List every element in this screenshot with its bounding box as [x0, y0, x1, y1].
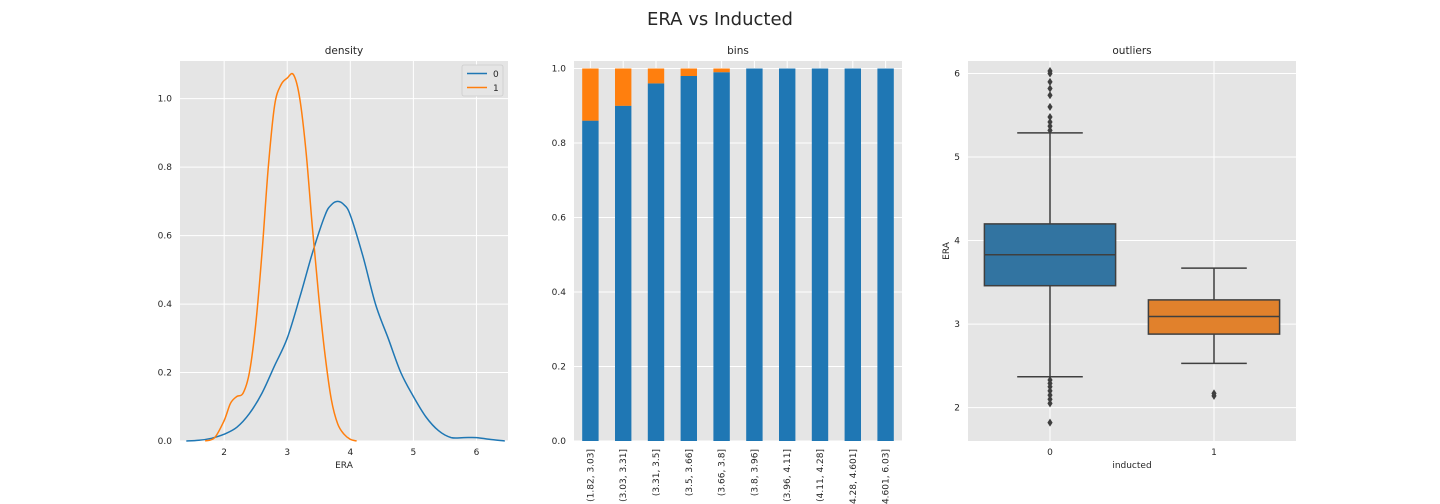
bins-xtick-label: (3.31, 3.5] — [652, 449, 662, 496]
bins-panel: 0.0 0.2 0.4 0.6 0.8 1.0 (1.82, 3.03] (3.03, 3.3… — [552, 45, 902, 504]
bins-bar-0 — [615, 105, 632, 441]
bins-xtick-label: (3.66, 3.8] — [718, 449, 728, 496]
density-xtick-label: 2 — [221, 448, 227, 458]
density-xtick-label: 5 — [411, 448, 417, 458]
bins-xtick-label: (3.03, 3.31] — [619, 449, 629, 502]
bins-title: bins — [727, 45, 749, 57]
bins-bar-1 — [615, 68, 632, 106]
outliers-ytick-label: 5 — [954, 153, 960, 163]
density-lines — [186, 72, 505, 442]
bins-ytick-label: 0.8 — [552, 139, 567, 149]
box-0-outlier — [1047, 386, 1053, 395]
bins-ytick-label: 0.0 — [552, 437, 567, 447]
density-xlabel: ERA — [335, 461, 354, 471]
density-legend: 0 1 — [461, 64, 504, 97]
outliers-xtick-label: 0 — [1047, 448, 1053, 458]
density-line-0 — [186, 200, 505, 442]
bins-bar-1 — [713, 68, 730, 73]
outliers-title: outliers — [1112, 45, 1151, 57]
density-ytick-label: 0.2 — [158, 369, 172, 379]
outliers-ytick-label: 2 — [954, 404, 960, 414]
density-xtick-label: 3 — [284, 448, 290, 458]
bins-ytick-label: 1.0 — [552, 64, 567, 74]
outliers-boxes — [983, 67, 1281, 427]
bins-bar-0 — [811, 68, 829, 441]
box-0-outlier — [1047, 418, 1053, 427]
outliers-panel: 2 3 4 5 6 0 1 outliers inducted ERA — [942, 45, 1296, 471]
box-0-outlier — [1047, 117, 1053, 126]
bins-bar-0 — [844, 68, 861, 441]
box-0-outlier — [1047, 112, 1053, 121]
bins-xtick-label: (4.11, 4.28] — [816, 449, 826, 502]
bins-ytick-label: 0.6 — [552, 213, 567, 223]
box-0-outlier — [1047, 399, 1053, 408]
density-ytick-label: 0.6 — [158, 232, 173, 242]
outliers-xtick-label: 1 — [1211, 448, 1217, 458]
bins-xtick-label: (1.82, 3.03] — [586, 449, 596, 502]
bins-bar-1 — [647, 68, 665, 84]
density-grid — [180, 61, 508, 442]
box-0-outlier — [1047, 391, 1053, 400]
density-panel: 2 3 4 5 6 0.0 0.2 0.4 0.6 0.8 1.0 density ERA 0 1 — [158, 45, 508, 471]
bins-xtick-label: (4.601, 6.03] — [882, 449, 892, 504]
density-ytick-label: 0.0 — [158, 437, 173, 447]
bins-ytick-label: 0.4 — [552, 288, 567, 298]
box-0-outlier — [1047, 122, 1053, 131]
outliers-ytick-label: 6 — [954, 70, 960, 80]
box-0-outlier — [1047, 84, 1053, 93]
density-title: density — [325, 45, 364, 57]
density-xtick-label: 4 — [347, 448, 353, 458]
box-0-outlier — [1047, 395, 1053, 404]
outliers-ticks: 2 3 4 5 6 0 1 — [954, 70, 1217, 458]
bins-bars — [582, 68, 894, 442]
box-0-outlier — [1047, 382, 1053, 391]
box-1-outlier — [1211, 391, 1217, 400]
box-0-outlier — [1047, 126, 1053, 135]
bins-bar-1 — [680, 68, 697, 76]
bins-bar-0 — [779, 68, 796, 441]
box-0-outlier — [1047, 77, 1053, 86]
bins-ticks: 0.0 0.2 0.4 0.6 0.8 1.0 (1.82, 3.03] (3.03, 3.3… — [552, 64, 892, 504]
legend-label-1: 1 — [493, 84, 499, 94]
outliers-ytick-label: 3 — [954, 320, 960, 330]
outliers-ytick-label: 4 — [954, 237, 960, 247]
legend-label-0: 0 — [493, 70, 499, 80]
bins-xtick-label: (3.8, 3.96] — [750, 449, 760, 496]
density-xtick-label: 6 — [474, 448, 480, 458]
bins-xtick-label: (3.5, 3.66] — [685, 449, 695, 496]
density-plot-area — [180, 61, 508, 441]
bins-bar-0 — [713, 72, 730, 441]
outliers-xlabel: inducted — [1112, 461, 1151, 471]
bins-bar-0 — [746, 68, 763, 441]
density-ytick-label: 1.0 — [158, 95, 173, 105]
box-0-outlier — [1047, 91, 1053, 100]
bins-xtick-label: (3.96, 4.11] — [783, 449, 793, 502]
bins-bar-0 — [877, 68, 894, 441]
density-ytick-label: 0.8 — [158, 163, 173, 173]
outliers-ylabel: ERA — [942, 241, 952, 260]
box-0-outlier — [1047, 102, 1053, 111]
figure-title: ERA vs Inducted — [647, 9, 793, 30]
bins-xtick-label: (4.28, 4.601] — [849, 449, 859, 504]
bins-bar-0 — [647, 83, 665, 442]
density-line-1 — [204, 72, 357, 442]
box-0-outlier — [1047, 69, 1053, 78]
bins-bar-0 — [680, 75, 697, 442]
bins-ytick-label: 0.2 — [552, 362, 566, 372]
bins-bar-1 — [582, 68, 599, 121]
bins-bar-0 — [582, 120, 599, 441]
density-ticks: 2 3 4 5 6 0.0 0.2 0.4 0.6 0.8 1.0 — [158, 95, 480, 458]
density-ytick-label: 0.4 — [158, 300, 173, 310]
